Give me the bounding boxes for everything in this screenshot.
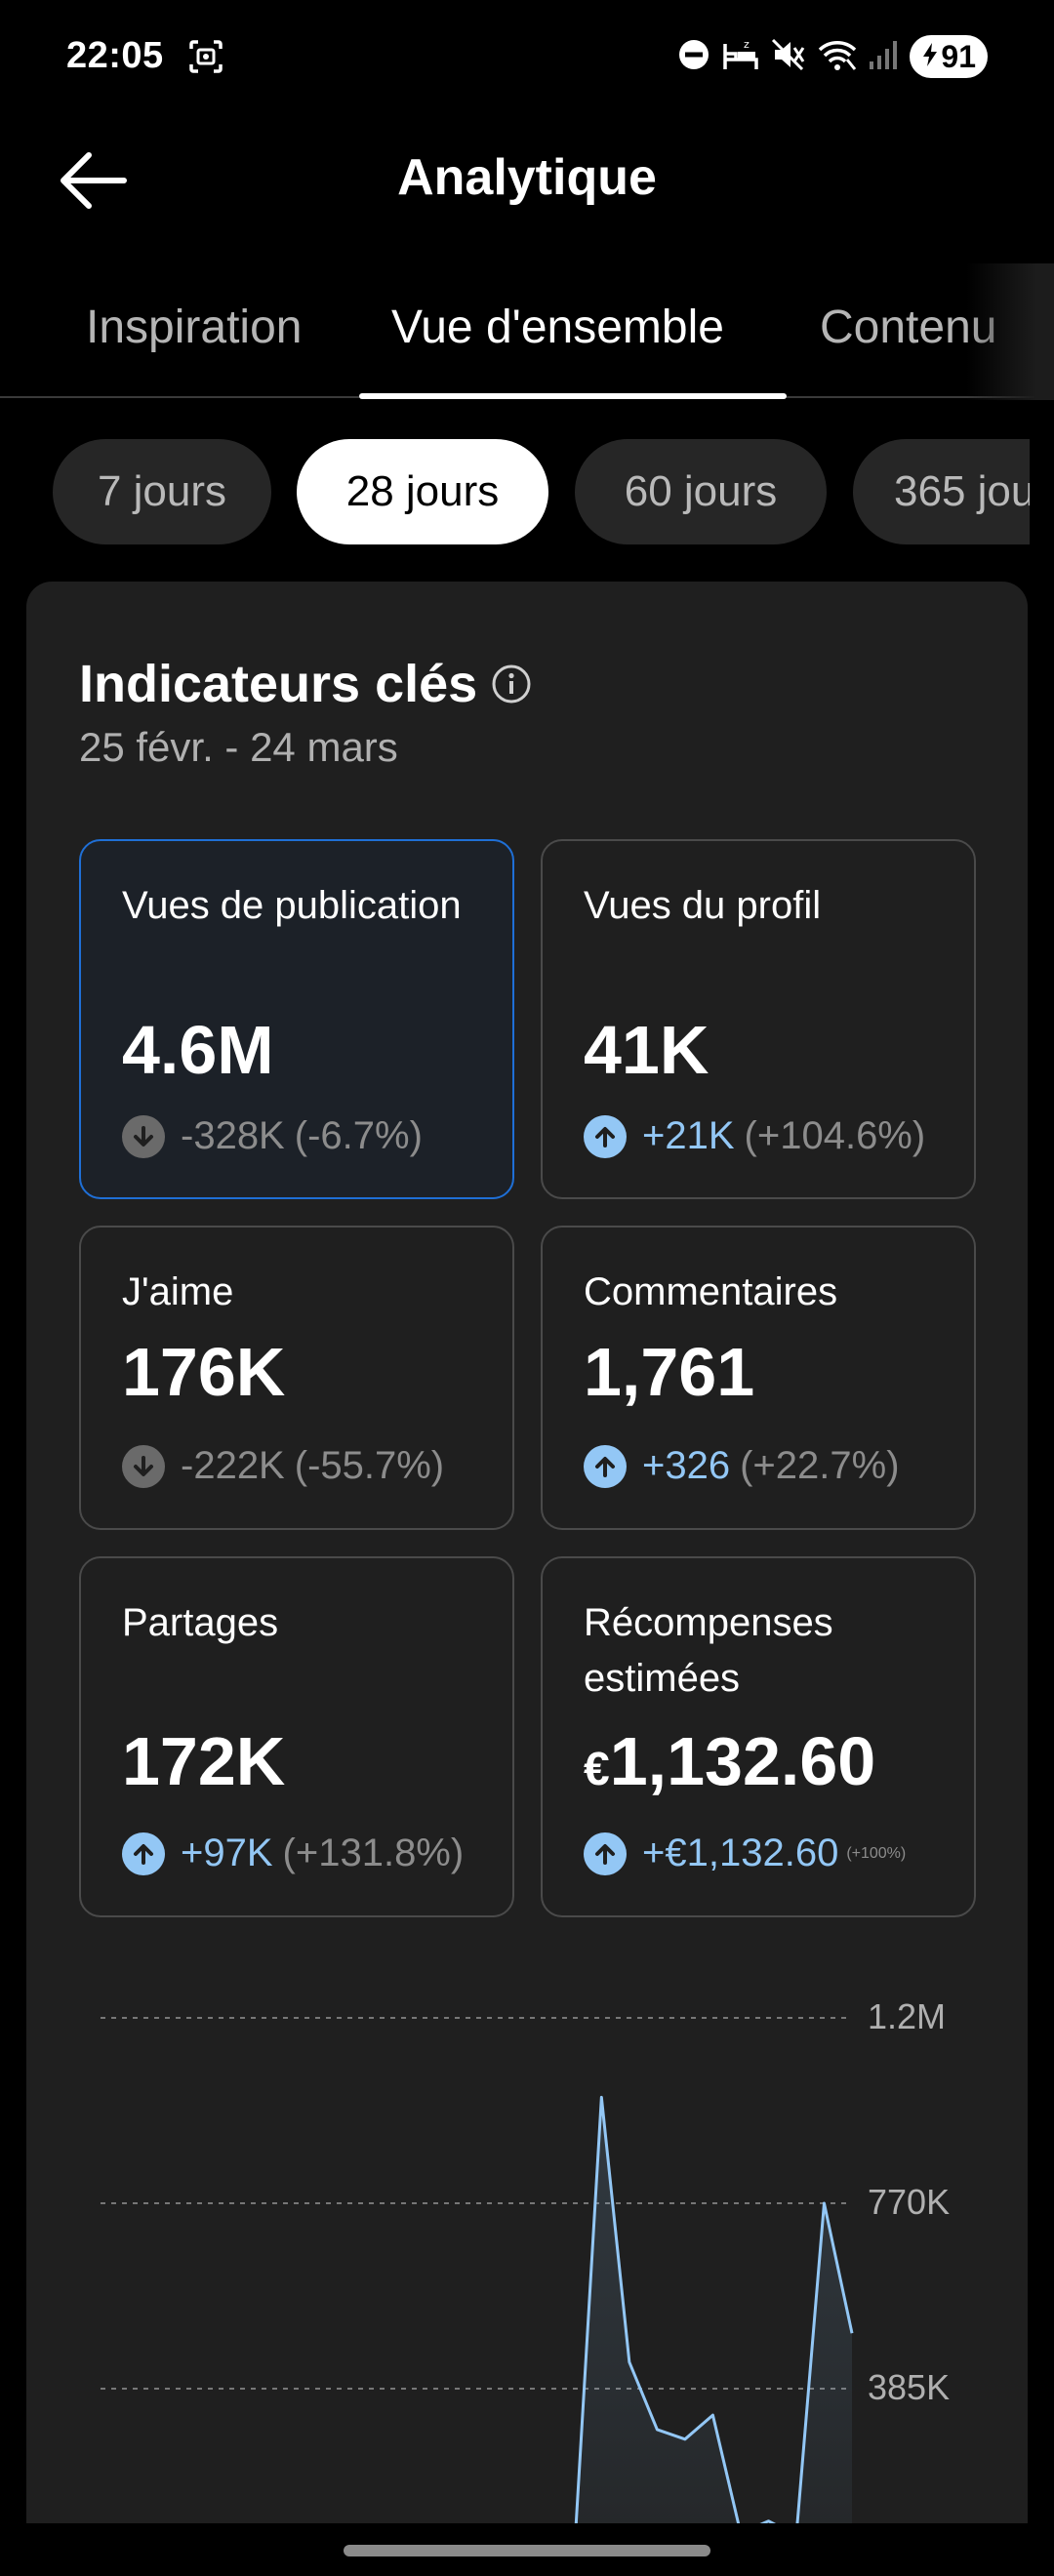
arrow-up-circle-icon — [584, 1114, 627, 1158]
metric-comments[interactable]: Commentaires 1,761 +326 (+22.7%) — [541, 1226, 976, 1530]
period-selector: 7 jours 28 jours 60 jours 365 jours — [0, 437, 1030, 544]
metric-label: Vues de publication — [122, 884, 462, 927]
arrow-up-circle-icon — [122, 1831, 165, 1875]
sleep-icon: z — [722, 38, 759, 76]
delta-percent: (+131.8%) — [282, 1831, 465, 1874]
date-range: 25 févr. - 24 mars — [79, 724, 398, 770]
period-chip-7[interactable]: 7 jours — [53, 439, 271, 544]
mute-icon — [771, 38, 806, 76]
metric-shares[interactable]: Partages 172K +97K (+131.8%) — [79, 1556, 514, 1917]
home-indicator[interactable] — [344, 2545, 710, 2556]
currency-symbol: € — [584, 1744, 610, 1795]
y-tick-label: 385K — [868, 2367, 951, 2407]
metric-post-views[interactable]: Vues de publication 4.6M -328K (-6.7%) — [79, 839, 514, 1199]
metric-value: 4.6M — [122, 1012, 274, 1088]
screenshot-icon — [188, 39, 223, 79]
y-tick-label: 770K — [868, 2182, 951, 2222]
series-area — [101, 2097, 852, 2574]
arrow-down-circle-icon — [122, 1444, 165, 1488]
delta-value: +326 — [642, 1444, 731, 1487]
battery-indicator: 91 — [910, 35, 988, 78]
header: Analytique — [0, 115, 1054, 242]
tab-inspiration[interactable]: Inspiration — [86, 302, 303, 353]
arrow-down-circle-icon — [122, 1114, 165, 1158]
card-title: Indicateurs clés — [79, 654, 532, 714]
metric-delta: +21K (+104.6%) — [584, 1114, 925, 1158]
metric-likes[interactable]: J'aime 176K -222K (-55.7%) — [79, 1226, 514, 1530]
delta-value: +21K — [642, 1114, 735, 1157]
delta-value: -328K — [181, 1114, 285, 1157]
metric-label: Commentaires — [584, 1270, 838, 1313]
period-chip-60[interactable]: 60 jours — [575, 439, 827, 544]
metric-label: Récompenses estimées — [584, 1601, 833, 1700]
delta-value: +€1,132.60 — [642, 1831, 839, 1874]
metric-delta: +€1,132.60 (+100%) — [584, 1831, 906, 1875]
status-time: 22:05 — [66, 35, 164, 76]
delta-value: +97K — [181, 1831, 273, 1874]
chart-canvas — [100, 2017, 854, 2575]
svg-text:z: z — [744, 38, 750, 51]
y-tick-label: 1.2M — [868, 1996, 947, 2036]
metric-estimated-rewards[interactable]: Récompenses estimées €1,132.60 +€1,132.6… — [541, 1556, 976, 1917]
info-icon[interactable] — [491, 664, 532, 704]
delta-percent: (-55.7%) — [294, 1444, 445, 1487]
metric-delta: +326 (+22.7%) — [584, 1444, 900, 1488]
back-button[interactable] — [51, 141, 135, 224]
key-metrics-card: Indicateurs clés 25 févr. - 24 mars Vues… — [26, 582, 1028, 2576]
metric-label: J'aime — [122, 1270, 234, 1313]
metric-value: 172K — [122, 1723, 286, 1799]
metric-label: Partages — [122, 1601, 279, 1644]
delta-value: -222K — [181, 1444, 285, 1487]
tab-scroll-fade — [966, 263, 1054, 400]
series-line — [100, 2095, 854, 2574]
page-title: Analytique — [397, 149, 657, 206]
arrow-left-icon — [58, 151, 128, 215]
delta-percent: (+100%) — [846, 1844, 907, 1862]
active-tab-indicator — [359, 393, 787, 399]
delta-percent: (+104.6%) — [744, 1114, 926, 1157]
dnd-icon — [677, 38, 710, 76]
signal-icon — [869, 38, 898, 76]
metric-value: 41K — [584, 1012, 709, 1088]
tab-overview[interactable]: Vue d'ensemble — [391, 302, 724, 353]
delta-percent: (-6.7%) — [294, 1114, 423, 1157]
delta-percent: (+22.7%) — [740, 1444, 900, 1487]
battery-level: 91 — [941, 38, 976, 74]
tab-bar: Inspiration Vue d'ensemble Contenu — [0, 263, 1054, 400]
card-title-text: Indicateurs clés — [79, 655, 478, 713]
metric-profile-views[interactable]: Vues du profil 41K +21K (+104.6%) — [541, 839, 976, 1199]
wifi-icon — [818, 38, 857, 76]
period-chip-28[interactable]: 28 jours — [297, 439, 548, 544]
metric-value: 1,761 — [584, 1334, 755, 1410]
metric-delta: -222K (-55.7%) — [122, 1444, 444, 1488]
metric-value: €1,132.60 — [584, 1722, 875, 1800]
metric-label: Vues du profil — [584, 884, 822, 927]
status-icons: z 91 — [677, 35, 988, 78]
post-views-chart: 1.2M 770K 385K — [26, 1967, 1028, 2576]
metric-delta: -328K (-6.7%) — [122, 1114, 423, 1158]
metric-value: 176K — [122, 1334, 286, 1410]
arrow-up-circle-icon — [584, 1444, 627, 1488]
metric-amount: 1,132.60 — [609, 1723, 876, 1799]
battery-charging-icon — [921, 39, 939, 75]
metric-delta: +97K (+131.8%) — [122, 1831, 464, 1875]
period-chip-365[interactable]: 365 jours — [853, 439, 1030, 544]
status-bar: 22:05 z 91 — [0, 0, 1054, 115]
arrow-up-circle-icon — [584, 1831, 627, 1875]
